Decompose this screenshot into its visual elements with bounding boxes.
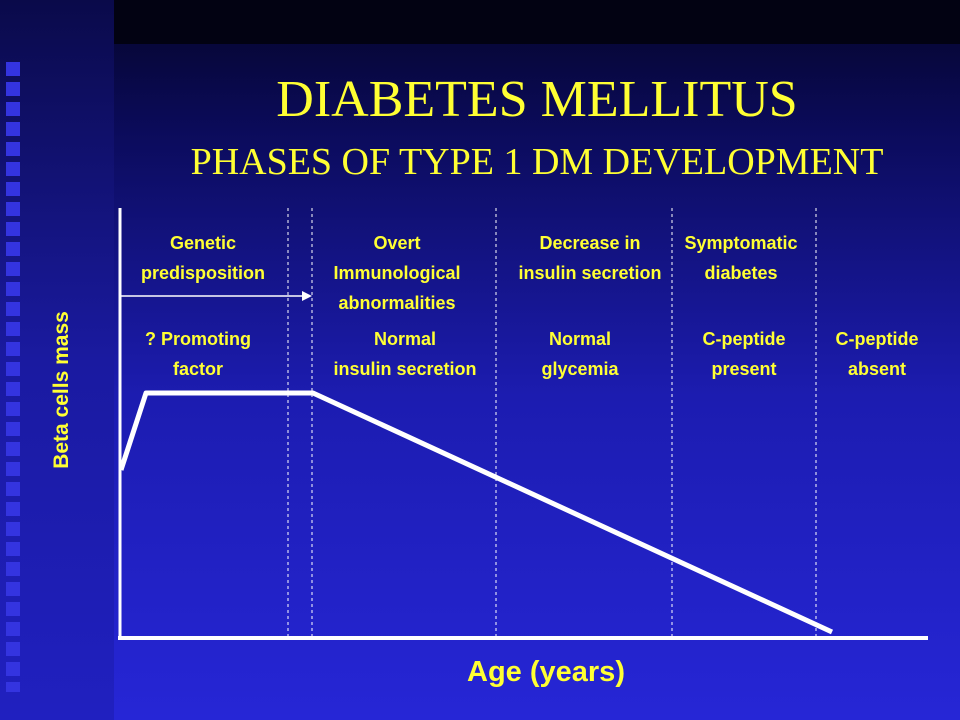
x-axis-label: Age (years) — [467, 656, 625, 688]
phase-label-insulin-decrease: Decrease in insulin secretion — [518, 233, 662, 283]
arrow-head — [302, 291, 312, 301]
phase-label-c-peptide-present: C-peptide present — [702, 329, 786, 379]
phase-label-c-peptide-absent: C-peptide absent — [835, 329, 919, 379]
phase-label-immunological: Overt Immunological abnormalities — [333, 233, 461, 313]
beta-cell-mass-curve — [118, 390, 834, 635]
phase-label-genetic: Genetic predisposition — [140, 233, 266, 283]
phase-label-promoting-factor: ? Promoting factor — [145, 329, 251, 379]
slide-subtitle: PHASES OF TYPE 1 DM DEVELOPMENT — [190, 141, 884, 183]
slide-title: DIABETES MELLITUS — [276, 71, 798, 128]
top-band — [0, 0, 960, 44]
phase-label-normal-insulin: Normal insulin secretion — [333, 329, 477, 379]
phase-label-symptomatic: Symptomatic diabetes — [684, 233, 798, 283]
phase-label-normal-glycemia: Normal glycemia — [541, 329, 619, 379]
decorative-squares — [6, 62, 20, 692]
y-axis-label: Beta cells mass — [50, 311, 73, 469]
